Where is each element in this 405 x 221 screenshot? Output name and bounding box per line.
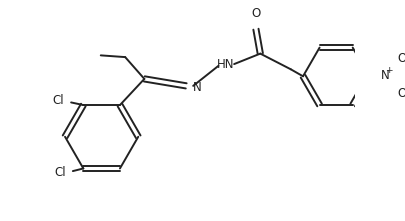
Text: N: N — [379, 69, 388, 82]
Text: O: O — [251, 8, 260, 21]
Text: HN: HN — [216, 58, 234, 70]
Text: Cl: Cl — [52, 94, 64, 107]
Text: +: + — [385, 66, 392, 75]
Text: Cl: Cl — [54, 166, 66, 179]
Text: N: N — [193, 81, 201, 94]
Text: O: O — [397, 87, 405, 100]
Text: O: O — [397, 52, 405, 65]
